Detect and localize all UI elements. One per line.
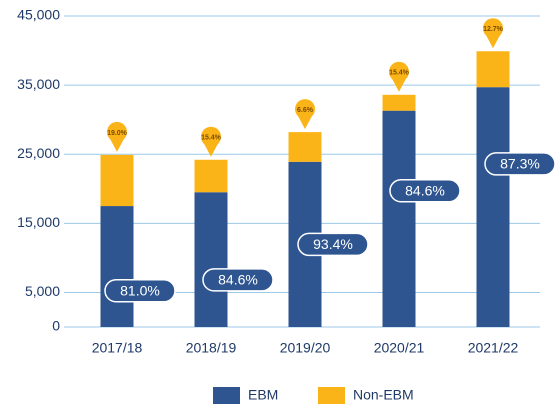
pin-label: 15.4% <box>201 135 222 142</box>
y-tick-label: 0 <box>52 318 60 334</box>
share-pill <box>202 268 274 292</box>
legend-swatch <box>318 387 345 404</box>
bar-segment <box>476 51 510 88</box>
x-tick-label: 2020/21 <box>374 340 425 356</box>
legend-label: EBM <box>248 387 278 403</box>
pin-head <box>389 61 409 82</box>
bar-segment <box>100 206 134 327</box>
legend-label: Non-EBM <box>353 387 414 403</box>
y-tick-label: 15,000 <box>17 214 60 230</box>
bar-segment <box>382 94 416 111</box>
pin-head <box>483 18 503 39</box>
bar-segment <box>288 132 322 162</box>
pin-label: 15.4% <box>389 70 410 77</box>
y-tick-label: 5,000 <box>25 283 60 299</box>
x-tick-label: 2017/18 <box>92 340 143 356</box>
y-tick-label: 35,000 <box>17 76 60 92</box>
bar-segment <box>100 154 134 207</box>
bar-segment <box>194 159 228 193</box>
share-label: 87.3% <box>500 156 540 172</box>
share-label: 93.4% <box>313 236 353 252</box>
pin-head <box>107 121 127 142</box>
share-pill <box>484 152 556 176</box>
x-tick-label: 2019/20 <box>280 340 331 356</box>
pin-label: 6.6% <box>297 107 314 114</box>
legend-swatch <box>213 387 240 404</box>
pin-head <box>201 126 221 147</box>
share-label: 84.6% <box>218 272 258 288</box>
x-tick-label: 2021/22 <box>468 340 519 356</box>
share-label: 81.0% <box>120 282 160 298</box>
share-pill <box>389 178 461 203</box>
bar-segment <box>382 110 416 327</box>
share-pill <box>297 232 369 257</box>
bar-segment <box>194 192 228 327</box>
x-tick-label: 2018/19 <box>186 340 237 356</box>
bar-segment <box>476 87 510 327</box>
pin-head <box>295 99 315 120</box>
share-pill <box>104 278 176 303</box>
share-label: 84.6% <box>405 182 445 198</box>
pin-label: 12.7% <box>483 26 504 33</box>
pin-label: 19.0% <box>107 130 128 137</box>
y-tick-label: 25,000 <box>17 145 60 161</box>
y-tick-label: 45,000 <box>17 7 60 23</box>
